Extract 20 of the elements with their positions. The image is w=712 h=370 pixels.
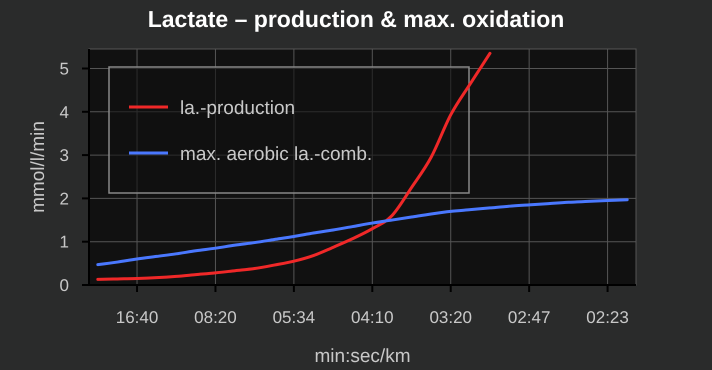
y-tick-label: 3 <box>60 146 69 166</box>
chart-title: Lactate – production & max. oxidation <box>148 6 564 32</box>
line-series <box>96 198 629 266</box>
x-tick-label: 02:47 <box>508 308 550 327</box>
y-tick-label: 2 <box>60 189 69 208</box>
x-tick-label: 04:10 <box>351 308 394 327</box>
x-tick-label: 08:20 <box>194 308 237 327</box>
y-tick-label: 0 <box>60 276 69 295</box>
legend-label: la.-production <box>180 98 296 119</box>
y-tick-label: 4 <box>60 102 69 122</box>
y-tick-label: 1 <box>60 232 69 252</box>
y-tick-label: 5 <box>60 59 69 78</box>
x-tick-label: 03:20 <box>429 308 472 327</box>
line-series <box>96 52 492 281</box>
x-tick-label: 16:40 <box>116 308 158 327</box>
x-tick-label: 02:23 <box>586 308 629 327</box>
x-tick-label: 05:34 <box>272 308 316 327</box>
y-axis-title: mmol/l/min <box>28 121 49 213</box>
legend-label: max. aerobic la.-comb. <box>180 144 372 165</box>
x-axis-title: min:sec/km <box>314 346 411 367</box>
